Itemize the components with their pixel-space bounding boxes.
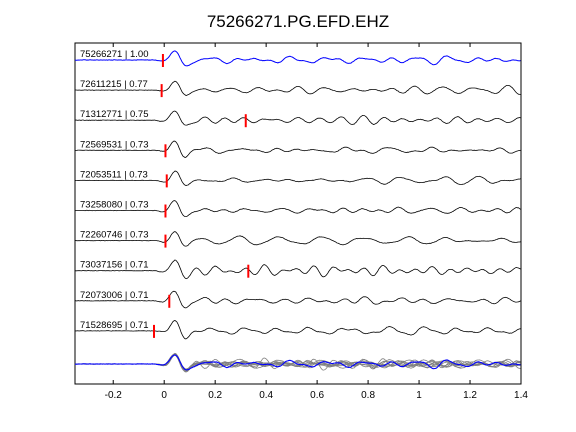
trace-label: 73258080 | 0.73 bbox=[80, 200, 149, 211]
trace-label: 71312771 | 0.75 bbox=[80, 109, 149, 120]
trace-line bbox=[75, 140, 521, 158]
trace-label: 73037156 | 0.71 bbox=[80, 260, 149, 271]
x-tick-label: 0.4 bbox=[259, 390, 273, 401]
trace-label: 72569531 | 0.73 bbox=[80, 139, 149, 150]
trace-label: 72260746 | 0.73 bbox=[80, 230, 149, 241]
x-tick-label: 1.4 bbox=[514, 390, 528, 401]
trace-label: 72611215 | 0.77 bbox=[80, 79, 148, 90]
x-tick-label: 0.8 bbox=[361, 390, 375, 401]
trace-line bbox=[74, 110, 521, 126]
trace-label: 71528695 | 0.71 bbox=[80, 320, 149, 331]
trace-labels: 75266271 | 1.00 72611215 | 0.77 71312771 |… bbox=[80, 49, 149, 331]
x-tick-label: 1.2 bbox=[463, 390, 477, 401]
x-axis: -0.2 0 0.2 0.4 0.6 0.8 1 1.2 1.4 bbox=[105, 43, 528, 401]
x-tick-label: 0.6 bbox=[310, 390, 324, 401]
trace-label: 72073006 | 0.71 bbox=[80, 290, 149, 301]
trace-line bbox=[74, 50, 521, 67]
trace-label: 75266271 | 1.00 bbox=[80, 49, 149, 60]
x-tick-label: 1 bbox=[416, 390, 422, 401]
x-tick-label: 0 bbox=[161, 390, 167, 401]
x-tick-label: -0.2 bbox=[105, 390, 123, 401]
trace-line bbox=[74, 290, 521, 309]
chart-title: 75266271.PG.EFD.EHZ bbox=[207, 12, 389, 31]
trace-label: 72053511 | 0.73 bbox=[80, 169, 148, 180]
trace-line bbox=[74, 200, 521, 218]
x-tick-label: 0.2 bbox=[208, 390, 222, 401]
stack-overlay bbox=[74, 352, 521, 373]
pick-markers bbox=[153, 54, 250, 338]
trace-group bbox=[74, 50, 521, 340]
trace-line bbox=[74, 170, 521, 187]
trace-line bbox=[75, 259, 521, 280]
trace-line bbox=[74, 320, 521, 340]
stack-reference-line bbox=[74, 354, 521, 371]
trace-line bbox=[75, 80, 521, 96]
trace-line bbox=[74, 231, 521, 247]
